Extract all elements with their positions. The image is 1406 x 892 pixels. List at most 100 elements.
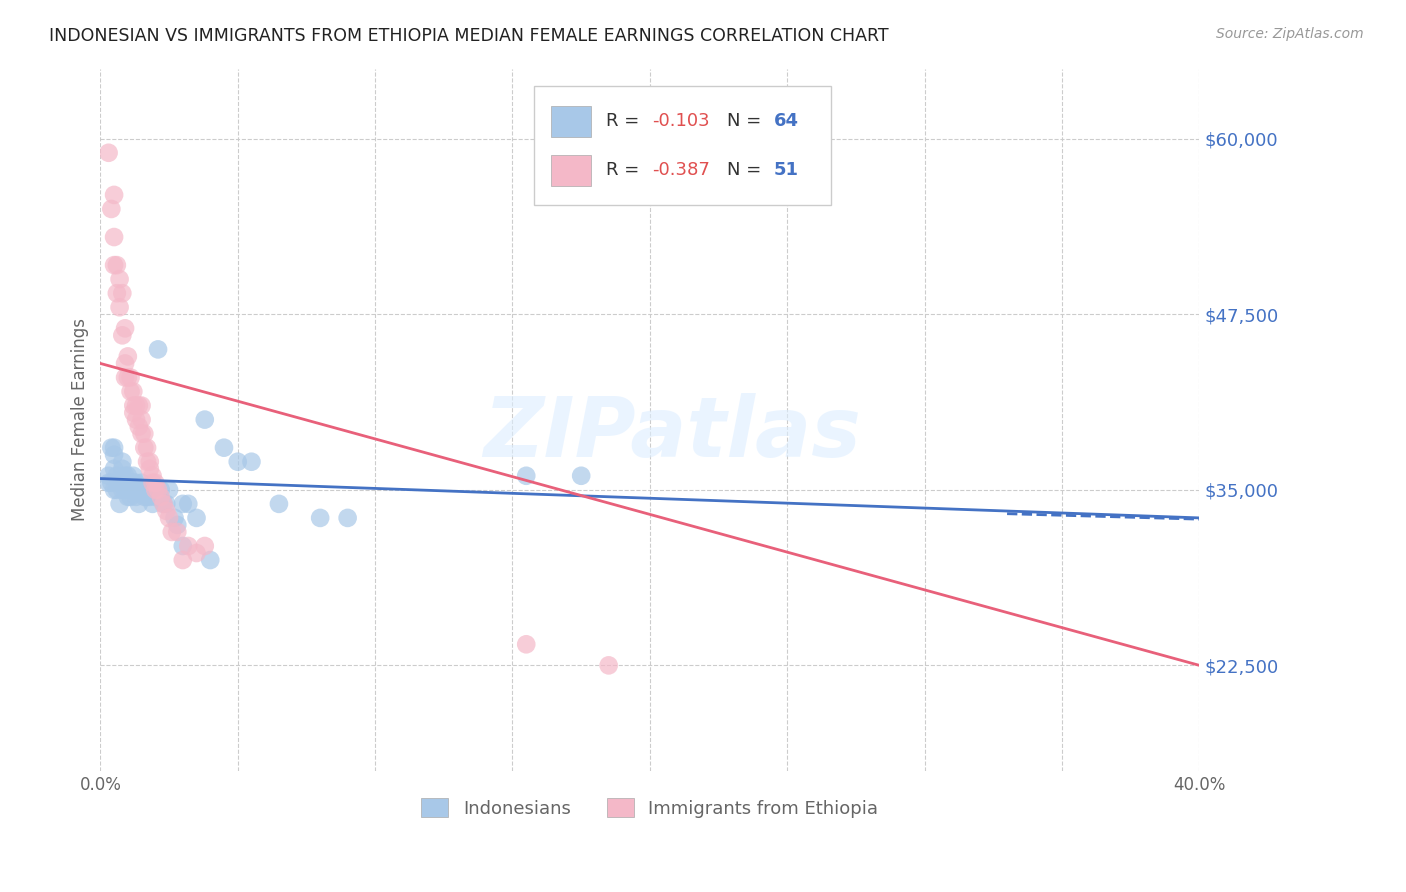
Point bbox=[108, 497, 131, 511]
Point bbox=[117, 370, 139, 384]
Point bbox=[172, 553, 194, 567]
Point bbox=[177, 539, 200, 553]
Point bbox=[114, 468, 136, 483]
Point bbox=[134, 441, 156, 455]
Point bbox=[122, 483, 145, 497]
Point bbox=[146, 343, 169, 357]
Point bbox=[134, 426, 156, 441]
Text: -0.103: -0.103 bbox=[652, 112, 710, 130]
Point bbox=[105, 483, 128, 497]
Point bbox=[160, 524, 183, 539]
Point bbox=[131, 483, 153, 497]
Point bbox=[136, 490, 159, 504]
Point bbox=[122, 399, 145, 413]
Point bbox=[103, 462, 125, 476]
Point bbox=[100, 202, 122, 216]
Point bbox=[128, 399, 150, 413]
Point bbox=[152, 497, 174, 511]
Point bbox=[114, 370, 136, 384]
Point bbox=[114, 321, 136, 335]
Point bbox=[163, 511, 186, 525]
Point bbox=[117, 490, 139, 504]
Point bbox=[186, 511, 208, 525]
Point bbox=[114, 483, 136, 497]
Point bbox=[103, 258, 125, 272]
Point bbox=[125, 490, 148, 504]
Point bbox=[131, 426, 153, 441]
Point bbox=[139, 455, 162, 469]
Text: R =: R = bbox=[606, 161, 645, 179]
Text: N =: N = bbox=[727, 112, 766, 130]
Point bbox=[134, 490, 156, 504]
Point bbox=[97, 475, 120, 490]
Text: 64: 64 bbox=[775, 112, 799, 130]
FancyBboxPatch shape bbox=[551, 155, 591, 186]
Point bbox=[131, 475, 153, 490]
Point bbox=[172, 539, 194, 553]
Point bbox=[120, 490, 142, 504]
Y-axis label: Median Female Earnings: Median Female Earnings bbox=[72, 318, 89, 521]
Point bbox=[166, 524, 188, 539]
Point bbox=[105, 468, 128, 483]
Point bbox=[149, 490, 172, 504]
Point bbox=[103, 188, 125, 202]
Point bbox=[200, 553, 222, 567]
Point bbox=[569, 468, 592, 483]
Point bbox=[97, 468, 120, 483]
Point bbox=[128, 497, 150, 511]
Point bbox=[122, 468, 145, 483]
Point bbox=[194, 539, 217, 553]
Point bbox=[111, 483, 134, 497]
FancyBboxPatch shape bbox=[551, 106, 591, 136]
Point bbox=[100, 475, 122, 490]
Point bbox=[125, 399, 148, 413]
Point bbox=[122, 475, 145, 490]
Point bbox=[128, 483, 150, 497]
Point bbox=[143, 483, 166, 497]
Point bbox=[143, 490, 166, 504]
Point bbox=[97, 145, 120, 160]
Point bbox=[136, 441, 159, 455]
Point bbox=[125, 483, 148, 497]
Point bbox=[105, 286, 128, 301]
Point bbox=[120, 384, 142, 399]
Point bbox=[139, 483, 162, 497]
Point bbox=[155, 497, 177, 511]
Point bbox=[177, 497, 200, 511]
Point bbox=[142, 475, 165, 490]
Point bbox=[125, 412, 148, 426]
Point bbox=[103, 230, 125, 244]
Text: -0.387: -0.387 bbox=[652, 161, 710, 179]
Point bbox=[172, 497, 194, 511]
Point bbox=[111, 455, 134, 469]
Point bbox=[122, 384, 145, 399]
Point bbox=[103, 448, 125, 462]
Point bbox=[336, 511, 359, 525]
Point bbox=[142, 483, 165, 497]
Point bbox=[149, 483, 172, 497]
Point bbox=[108, 475, 131, 490]
Text: N =: N = bbox=[727, 161, 766, 179]
Point bbox=[120, 483, 142, 497]
Point bbox=[240, 455, 263, 469]
Point bbox=[515, 468, 537, 483]
Point bbox=[120, 370, 142, 384]
Legend: Indonesians, Immigrants from Ethiopia: Indonesians, Immigrants from Ethiopia bbox=[415, 791, 886, 825]
Point bbox=[139, 490, 162, 504]
Text: Source: ZipAtlas.com: Source: ZipAtlas.com bbox=[1216, 27, 1364, 41]
Point bbox=[117, 483, 139, 497]
Point bbox=[157, 483, 180, 497]
Point bbox=[103, 441, 125, 455]
Point bbox=[139, 462, 162, 476]
Text: ZIPatlas: ZIPatlas bbox=[482, 393, 860, 475]
Point bbox=[100, 441, 122, 455]
Point bbox=[122, 406, 145, 420]
Point bbox=[598, 658, 620, 673]
Point bbox=[131, 412, 153, 426]
Point bbox=[186, 546, 208, 560]
Point bbox=[111, 462, 134, 476]
Point bbox=[155, 504, 177, 518]
Point bbox=[105, 258, 128, 272]
Text: INDONESIAN VS IMMIGRANTS FROM ETHIOPIA MEDIAN FEMALE EARNINGS CORRELATION CHART: INDONESIAN VS IMMIGRANTS FROM ETHIOPIA M… bbox=[49, 27, 889, 45]
Point bbox=[111, 328, 134, 343]
